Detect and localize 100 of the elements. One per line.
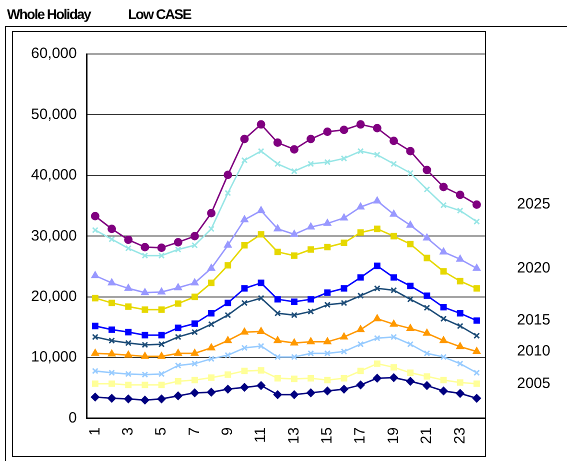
y-tick-label: 10,000 (30, 348, 77, 366)
point (323, 386, 332, 396)
point (456, 207, 464, 214)
point (92, 368, 98, 374)
point (191, 242, 198, 248)
point (340, 155, 348, 162)
point (274, 296, 281, 303)
point (174, 238, 182, 246)
point (191, 320, 198, 327)
point (274, 160, 281, 168)
point (274, 375, 281, 382)
point (308, 375, 314, 382)
point (340, 285, 348, 292)
point (390, 320, 398, 327)
point (108, 224, 116, 234)
point (356, 380, 365, 390)
point (407, 282, 414, 290)
point (124, 236, 133, 244)
point (374, 360, 380, 367)
point (439, 386, 448, 396)
point (307, 338, 315, 344)
point (108, 350, 116, 356)
point (240, 134, 249, 144)
point (340, 384, 348, 394)
point (324, 376, 331, 384)
point (308, 160, 314, 168)
point (407, 296, 414, 303)
text: 2015 (517, 312, 550, 329)
point (308, 308, 314, 315)
point (108, 337, 115, 344)
point (241, 300, 248, 306)
text: 2020 (517, 259, 550, 276)
point (424, 186, 430, 193)
y-tick-label: 60,000 (30, 45, 77, 62)
point (308, 246, 314, 253)
point (423, 329, 431, 336)
point (324, 158, 331, 166)
point (456, 322, 464, 330)
point (158, 382, 165, 388)
chart-title: Whole Holiday (7, 6, 90, 22)
point (340, 126, 348, 134)
point (290, 338, 298, 346)
point (291, 298, 298, 305)
point (241, 242, 248, 248)
point (224, 190, 232, 196)
point (257, 327, 265, 334)
point (290, 390, 298, 399)
point (308, 296, 314, 303)
point (424, 292, 430, 299)
point (108, 236, 115, 242)
point (92, 294, 98, 302)
point (473, 317, 480, 324)
point (125, 328, 132, 336)
point (357, 274, 364, 281)
point (340, 375, 348, 382)
point (356, 325, 364, 332)
point (372, 124, 382, 132)
y-tick-label: 50,000 (30, 106, 77, 123)
point (357, 341, 364, 348)
point (473, 218, 480, 225)
point (473, 380, 480, 387)
x-tick-label: 5 (152, 427, 170, 436)
point (91, 349, 99, 356)
point (274, 224, 282, 232)
point (472, 347, 480, 354)
y-tick-label: 40,000 (30, 166, 77, 184)
point (142, 371, 148, 378)
point (190, 232, 199, 240)
point (323, 127, 332, 136)
point (472, 394, 481, 403)
point (472, 264, 480, 271)
point (340, 300, 348, 306)
point (224, 241, 232, 248)
point (190, 349, 198, 356)
point (456, 310, 464, 316)
point (158, 306, 165, 313)
point (158, 332, 165, 338)
point (258, 294, 264, 302)
point (440, 304, 447, 310)
point (208, 320, 215, 328)
point (424, 373, 430, 380)
point (174, 324, 182, 332)
point (274, 354, 281, 360)
point (125, 370, 132, 378)
point (291, 168, 298, 174)
point (258, 280, 264, 286)
point (174, 378, 182, 384)
point (390, 286, 397, 294)
point (440, 202, 447, 208)
point (207, 388, 216, 396)
point (241, 285, 248, 292)
point (257, 206, 265, 214)
point (357, 229, 364, 236)
point (440, 248, 448, 254)
point (372, 374, 382, 382)
point (224, 300, 232, 306)
point (174, 362, 182, 369)
point (390, 334, 397, 340)
point (224, 262, 232, 269)
x-tick-label: 17 (352, 427, 369, 444)
